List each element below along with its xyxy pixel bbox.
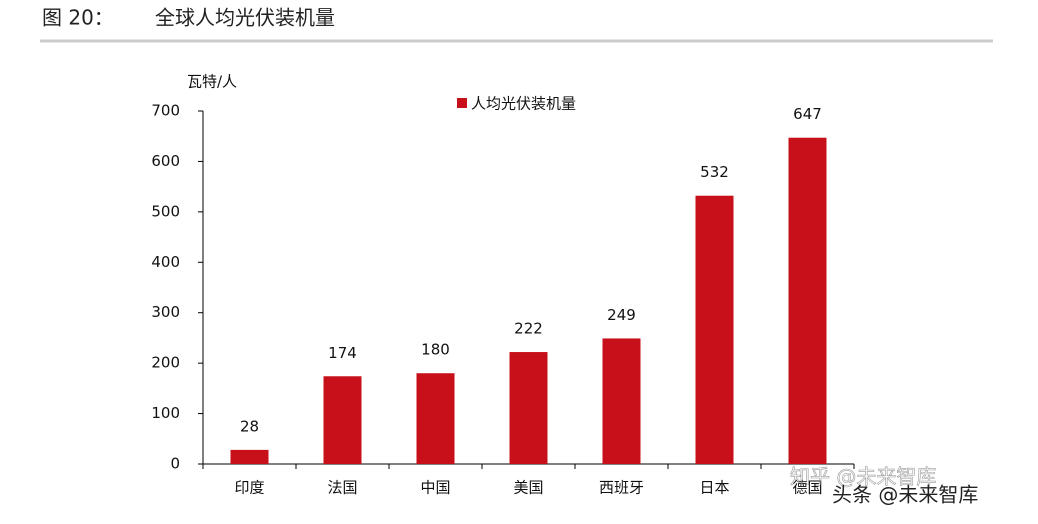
data-label: 28 (240, 417, 259, 435)
x-tick-label: 法国 (327, 479, 357, 497)
bar (509, 352, 548, 464)
y-tick-label: 200 (151, 354, 180, 372)
legend-swatch (457, 98, 467, 108)
data-label: 647 (793, 105, 822, 123)
legend-label: 人均光伏装机量 (471, 95, 576, 113)
y-tick-label: 100 (151, 404, 180, 422)
figure-label: 图 20： (42, 6, 114, 30)
bar (695, 195, 734, 464)
y-tick-label: 500 (151, 202, 180, 220)
data-label: 249 (607, 306, 636, 324)
watermark: 知乎 @未来智库 (790, 465, 936, 489)
bar (788, 137, 827, 464)
x-tick-label: 西班牙 (599, 479, 644, 497)
y-tick-label: 0 (170, 455, 180, 473)
y-tick-label: 700 (151, 102, 180, 120)
watermark: 头条 @未来智库 (832, 483, 978, 507)
x-tick-label: 中国 (420, 479, 450, 497)
y-axis-label: 瓦特/人 (187, 73, 237, 91)
bar (602, 338, 641, 464)
y-tick-label: 300 (151, 303, 180, 321)
data-label: 180 (421, 341, 450, 359)
data-label: 532 (700, 163, 729, 181)
y-tick-label: 400 (151, 253, 180, 271)
x-tick-label: 日本 (699, 479, 729, 497)
y-tick-label: 600 (151, 152, 180, 170)
bar (323, 376, 362, 464)
data-label: 222 (514, 320, 543, 338)
chart-title: 全球人均光伏装机量 (155, 6, 335, 30)
x-tick-label: 美国 (513, 479, 543, 497)
bar (416, 373, 455, 464)
data-label: 174 (328, 344, 357, 362)
x-tick-label: 德国 (792, 479, 822, 497)
bar (230, 449, 269, 464)
x-tick-label: 印度 (234, 479, 264, 497)
